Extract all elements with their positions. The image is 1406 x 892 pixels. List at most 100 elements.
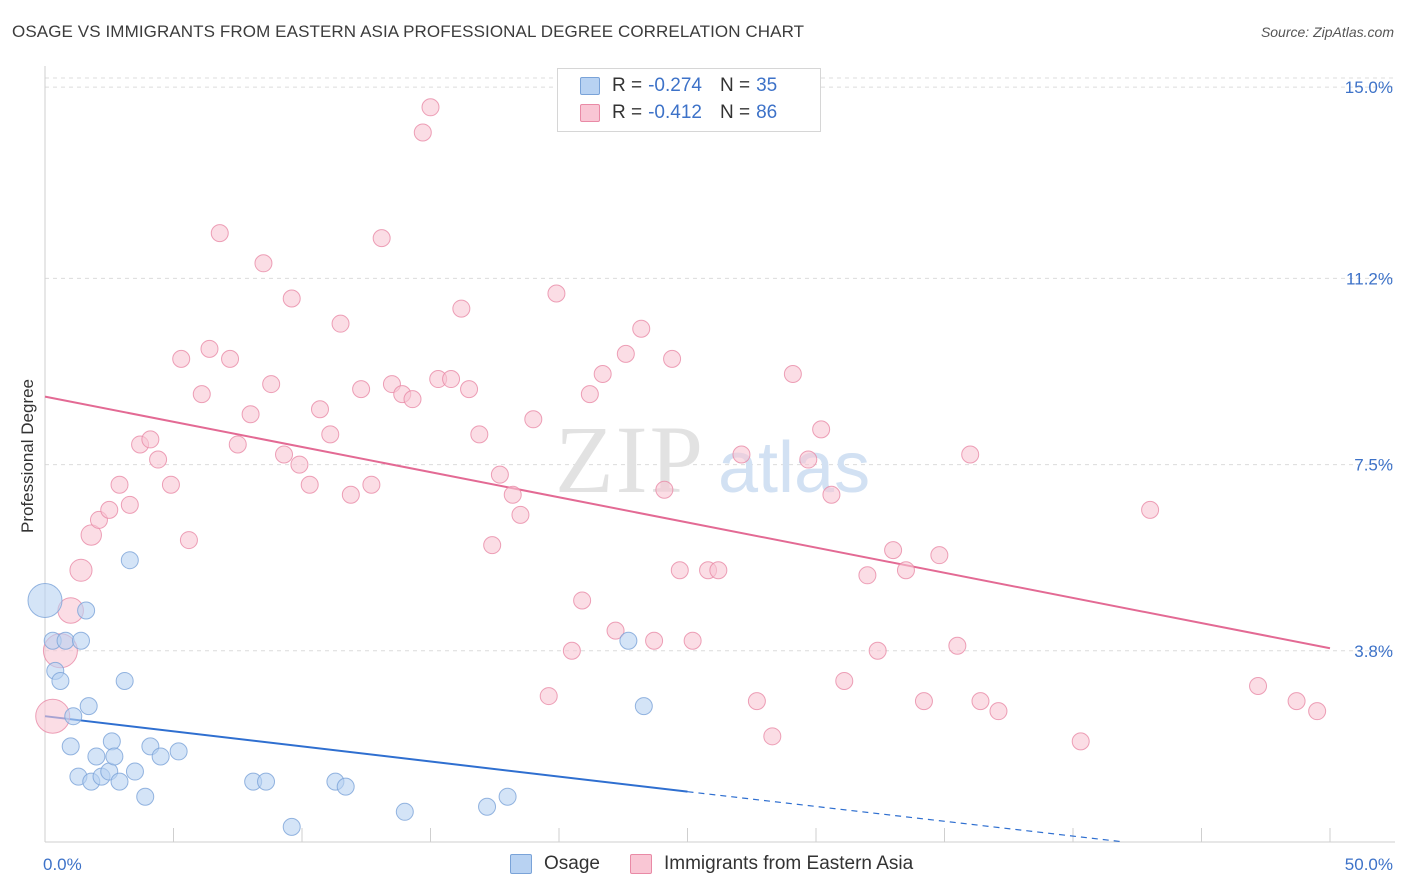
- immigrants-point: [524, 410, 543, 429]
- osage-point: [282, 817, 301, 836]
- immigrants-point: [663, 349, 682, 368]
- immigrants-point: [573, 591, 592, 610]
- immigrants-point: [161, 475, 180, 494]
- immigrants-point: [1071, 732, 1090, 751]
- immigrants-point: [403, 390, 422, 409]
- immigrants-point: [858, 566, 877, 585]
- osage-point: [619, 631, 638, 650]
- x-tick-label: 50.0%: [1345, 855, 1393, 874]
- immigrants-point: [1249, 677, 1268, 695]
- osage-point: [110, 772, 129, 791]
- osage-point: [395, 802, 414, 821]
- immigrants-point: [352, 380, 371, 399]
- y-tick-label: 15.0%: [1345, 78, 1393, 97]
- osage-point: [120, 551, 139, 570]
- immigrants-point: [442, 370, 461, 389]
- osage-point: [151, 747, 170, 766]
- watermark-zip: ZIP: [555, 406, 705, 513]
- osage-point: [102, 732, 121, 751]
- osage-n-value: 35: [756, 75, 778, 96]
- osage-point: [71, 631, 90, 650]
- immigrants-point: [747, 692, 766, 711]
- immigrants-point: [511, 505, 530, 524]
- n-label: N =: [719, 75, 751, 96]
- chart-title: OSAGE VS IMMIGRANTS FROM EASTERN ASIA PR…: [12, 22, 805, 41]
- immigrants-point: [593, 365, 612, 383]
- immigrants-point: [262, 375, 281, 394]
- immigrants-point: [200, 339, 219, 358]
- immigrants-point: [868, 641, 887, 660]
- immigrants-point: [1141, 500, 1160, 519]
- bottom-legend-immigrants: Immigrants from Eastern Asia: [630, 852, 913, 876]
- immigrants-point: [179, 531, 198, 550]
- trend-lines: [44, 395, 1331, 843]
- immigrants-point: [490, 465, 509, 484]
- immigrants-point: [655, 480, 674, 499]
- y-tick-label: 11.2%: [1346, 269, 1393, 288]
- y-tick-label: 3.8%: [1354, 642, 1393, 661]
- immigrants-point: [300, 475, 319, 494]
- immigrants-point: [172, 349, 191, 368]
- immigrants-point: [120, 495, 139, 514]
- immigrants-point: [362, 475, 381, 494]
- immigrants-point: [930, 546, 949, 565]
- osage-swatch: [580, 77, 600, 95]
- osage-r-value: -0.274: [648, 75, 702, 96]
- immigrants-point: [483, 536, 502, 555]
- osage-point: [27, 582, 63, 618]
- r-label: R =: [612, 75, 643, 96]
- immigrants-point: [948, 636, 967, 655]
- immigrants-point: [470, 425, 489, 444]
- osage-legend-swatch: [510, 854, 532, 874]
- immigrants-point: [282, 289, 301, 308]
- immigrants-point: [331, 314, 350, 333]
- r-label: R =: [612, 102, 643, 123]
- immigrants-point: [971, 692, 990, 711]
- x-tick-label: 0.0%: [43, 855, 82, 874]
- immigrants-point: [100, 500, 119, 519]
- immigrants-point: [228, 435, 247, 454]
- osage-trend-extension: [687, 791, 1125, 843]
- immigrants-point: [822, 485, 841, 504]
- tick-labels: 3.8% 7.5% 11.2% 15.0% 0.0% 50.0%: [43, 78, 1393, 874]
- immigrants-point: [961, 445, 980, 464]
- immigrants-point: [562, 641, 581, 660]
- immigrants-trend-line: [44, 395, 1331, 650]
- y-tick-label: 7.5%: [1354, 456, 1393, 475]
- immigrants-point: [192, 385, 211, 404]
- immigrants-point: [413, 123, 432, 142]
- immigrants-point: [1308, 702, 1327, 721]
- immigrants-point: [241, 405, 260, 424]
- legend-row-immigrants: R = -0.412 N = 86: [580, 101, 777, 125]
- immigrants-point: [645, 631, 664, 650]
- immigrants-point: [683, 631, 702, 650]
- immigrants-point: [914, 692, 933, 711]
- immigrants-point: [80, 524, 102, 546]
- immigrants-point: [547, 284, 566, 303]
- osage-point: [478, 797, 497, 816]
- osage-point: [61, 737, 80, 756]
- immigrants-point: [69, 558, 93, 582]
- immigrants-point: [670, 561, 689, 580]
- watermark-atlas: atlas: [718, 428, 870, 508]
- immigrants-point: [310, 400, 329, 419]
- immigrants-point: [580, 385, 599, 404]
- immigrants-point: [896, 561, 915, 580]
- immigrants-swatch: [580, 104, 600, 122]
- immigrants-point: [421, 98, 440, 117]
- osage-point: [56, 631, 75, 650]
- bottom-legend-osage: Osage: [510, 852, 600, 876]
- immigrants-legend-label: Immigrants from Eastern Asia: [664, 853, 914, 874]
- immigrants-point: [539, 687, 558, 706]
- immigrants-point: [290, 455, 309, 474]
- immigrants-r-value: -0.412: [648, 102, 702, 123]
- immigrants-point: [835, 671, 854, 690]
- immigrants-point: [812, 420, 831, 439]
- immigrants-point: [709, 561, 728, 580]
- osage-point: [51, 671, 70, 690]
- osage-point: [136, 787, 155, 806]
- osage-point: [105, 747, 124, 766]
- immigrants-point: [732, 445, 751, 464]
- immigrants-point: [341, 485, 360, 504]
- osage-point: [77, 601, 96, 620]
